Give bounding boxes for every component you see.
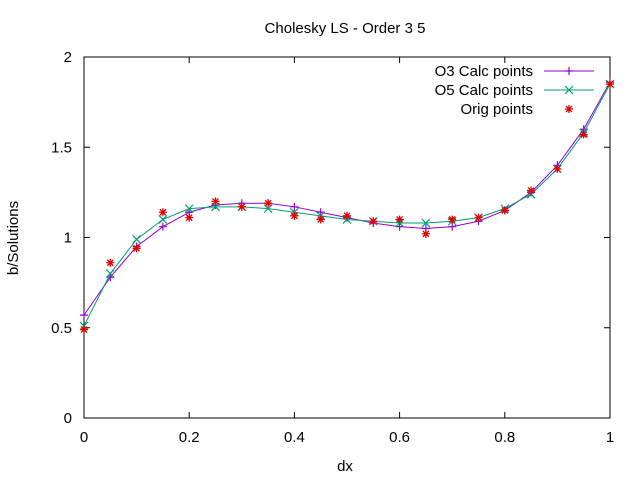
data-point bbox=[343, 211, 351, 220]
data-point bbox=[395, 215, 404, 224]
data-point bbox=[421, 218, 431, 228]
x-tick-label: 0 bbox=[80, 429, 88, 446]
y-tick-label: 2 bbox=[64, 49, 72, 66]
data-point bbox=[132, 244, 141, 253]
x-tick-label: 0.8 bbox=[494, 429, 515, 446]
data-point bbox=[500, 206, 509, 215]
y-tick-label: 0.5 bbox=[51, 320, 72, 337]
x-axis: 0 0.2 0.4 0.6 0.8 1 bbox=[80, 57, 614, 446]
x-tick-label: 0.6 bbox=[389, 429, 410, 446]
y-axis: 0 0.5 1 1.5 2 bbox=[51, 49, 610, 427]
data-point bbox=[158, 215, 168, 224]
legend-marker bbox=[565, 105, 573, 113]
data-point bbox=[448, 215, 457, 224]
data-point bbox=[579, 130, 588, 139]
data-point bbox=[369, 217, 378, 226]
x-tick-label: 1 bbox=[606, 429, 614, 446]
data-point bbox=[105, 269, 115, 279]
data-point bbox=[211, 197, 220, 206]
data-point bbox=[290, 202, 299, 211]
x-tick-label: 0.2 bbox=[179, 429, 200, 446]
data-point bbox=[606, 80, 614, 89]
legend-label-orig: Orig points bbox=[460, 101, 533, 118]
series-line bbox=[83, 83, 611, 327]
y-tick-label: 0 bbox=[64, 410, 72, 427]
data-point bbox=[448, 222, 457, 231]
data-point bbox=[527, 186, 536, 195]
legend-keys bbox=[544, 67, 594, 113]
data-point bbox=[421, 229, 430, 238]
y-tick-label: 1 bbox=[64, 230, 72, 247]
data-point bbox=[184, 204, 194, 214]
legend-marker bbox=[564, 85, 574, 95]
data-point bbox=[237, 202, 246, 211]
series-2 bbox=[79, 79, 615, 331]
data-point bbox=[106, 258, 115, 267]
series-1 bbox=[80, 78, 614, 320]
data-point bbox=[395, 222, 404, 231]
data-point bbox=[474, 213, 483, 222]
data-point bbox=[185, 213, 194, 222]
data-point bbox=[316, 208, 325, 217]
legend: O3 Calc points O5 Calc points Orig point… bbox=[435, 63, 594, 118]
data-point bbox=[158, 222, 167, 231]
x-tick-label: 0.4 bbox=[284, 429, 305, 446]
series-layer bbox=[79, 78, 615, 334]
data-point bbox=[316, 215, 325, 224]
data-point bbox=[553, 164, 562, 173]
y-axis-label: b/Solutions bbox=[5, 201, 22, 275]
data-point bbox=[158, 208, 167, 217]
data-point bbox=[264, 199, 273, 208]
data-point bbox=[132, 234, 142, 244]
legend-label-o5: O5 Calc points bbox=[435, 82, 533, 99]
data-point bbox=[290, 211, 299, 220]
series-3 bbox=[80, 80, 614, 334]
data-point bbox=[80, 311, 88, 320]
x-axis-label: dx bbox=[337, 458, 353, 475]
legend-marker bbox=[565, 67, 573, 75]
chart-title: Cholesky LS - Order 3 5 bbox=[265, 20, 426, 37]
y-tick-label: 1.5 bbox=[51, 139, 72, 156]
legend-label-o3: O3 Calc points bbox=[435, 63, 533, 80]
data-point bbox=[80, 325, 88, 334]
